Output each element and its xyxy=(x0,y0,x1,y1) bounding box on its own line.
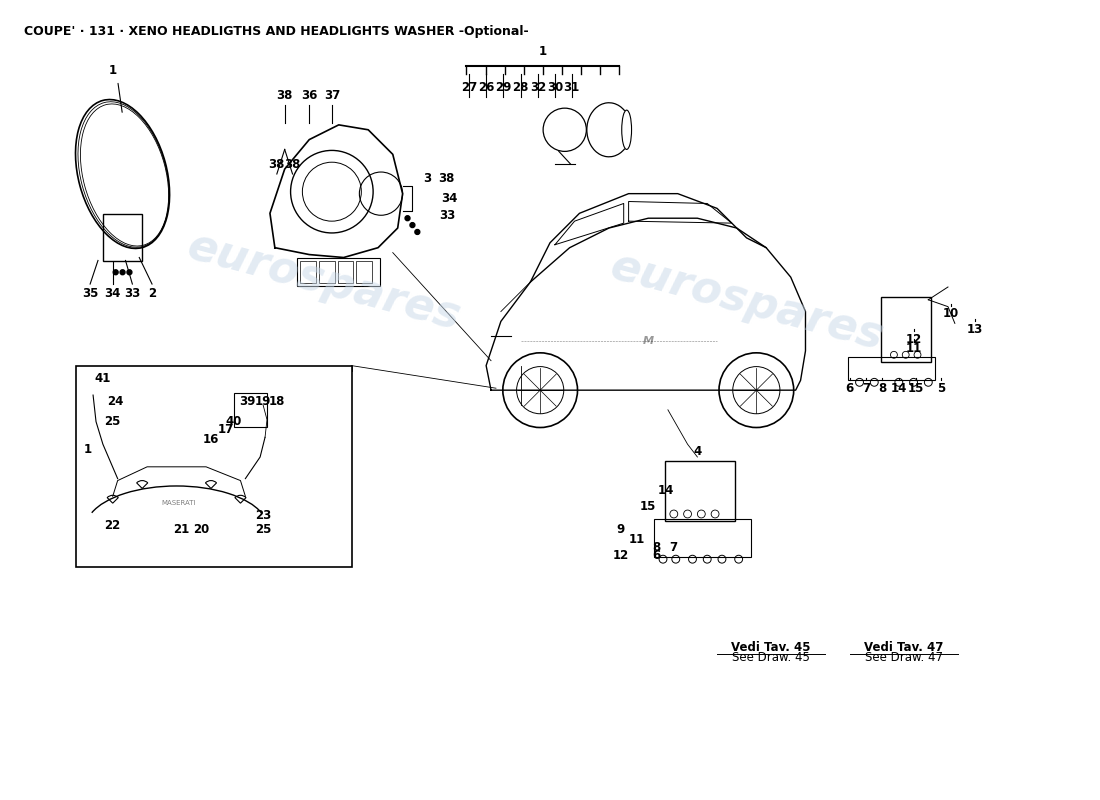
Text: eurospares: eurospares xyxy=(183,225,465,339)
Text: 8: 8 xyxy=(878,382,887,394)
Text: 35: 35 xyxy=(81,287,98,300)
Text: 29: 29 xyxy=(495,81,512,94)
Text: 11: 11 xyxy=(905,342,922,355)
Circle shape xyxy=(405,216,410,221)
Text: 38: 38 xyxy=(439,173,455,186)
Text: 1: 1 xyxy=(84,442,92,456)
Text: Vedi Tav. 45: Vedi Tav. 45 xyxy=(732,641,811,654)
Text: 38: 38 xyxy=(285,158,300,170)
Text: 21: 21 xyxy=(174,523,189,536)
Text: 8: 8 xyxy=(652,541,660,554)
Text: 11: 11 xyxy=(628,533,645,546)
Text: 15: 15 xyxy=(908,382,924,394)
Text: 30: 30 xyxy=(547,81,563,94)
Circle shape xyxy=(415,230,420,234)
Text: 34: 34 xyxy=(441,192,458,205)
Text: 25: 25 xyxy=(255,523,272,536)
Text: 15: 15 xyxy=(640,500,657,513)
Text: MASERATI: MASERATI xyxy=(162,500,196,506)
Text: 14: 14 xyxy=(891,382,908,394)
Text: 5: 5 xyxy=(937,382,945,394)
Text: Vedi Tav. 47: Vedi Tav. 47 xyxy=(865,641,944,654)
Text: 19: 19 xyxy=(255,395,272,409)
Text: 10: 10 xyxy=(943,307,959,320)
Text: 7: 7 xyxy=(862,382,870,394)
Circle shape xyxy=(113,270,118,274)
Text: 7: 7 xyxy=(669,541,676,554)
Circle shape xyxy=(410,222,415,227)
Text: 38: 38 xyxy=(268,158,285,170)
Text: 27: 27 xyxy=(461,81,477,94)
Text: 20: 20 xyxy=(192,523,209,536)
Text: M: M xyxy=(642,336,653,346)
Text: COUPE' · 131 · XENO HEADLIGTHS AND HEADLIGHTS WASHER -Optional-: COUPE' · 131 · XENO HEADLIGTHS AND HEADL… xyxy=(24,25,529,38)
Circle shape xyxy=(120,270,125,274)
Text: 26: 26 xyxy=(477,81,494,94)
Text: eurospares: eurospares xyxy=(605,245,888,359)
Text: 23: 23 xyxy=(255,510,272,522)
Text: 1: 1 xyxy=(539,45,547,58)
Text: 18: 18 xyxy=(268,395,285,409)
Text: 13: 13 xyxy=(967,322,982,336)
Text: 6: 6 xyxy=(652,549,660,562)
Text: 37: 37 xyxy=(323,89,340,102)
Text: 12: 12 xyxy=(905,333,922,346)
Text: 36: 36 xyxy=(301,89,318,102)
Circle shape xyxy=(126,270,132,274)
Text: 38: 38 xyxy=(276,89,293,102)
Text: 4: 4 xyxy=(693,445,702,458)
Text: 24: 24 xyxy=(108,395,124,409)
Text: 9: 9 xyxy=(617,523,625,536)
Text: 17: 17 xyxy=(218,423,234,436)
Text: 6: 6 xyxy=(846,382,854,394)
Text: 14: 14 xyxy=(658,484,674,497)
Text: 32: 32 xyxy=(530,81,547,94)
Text: 41: 41 xyxy=(95,372,111,385)
Text: 34: 34 xyxy=(104,287,121,300)
Text: 12: 12 xyxy=(613,549,629,562)
Text: 3: 3 xyxy=(424,173,431,186)
Text: See Draw. 47: See Draw. 47 xyxy=(865,651,943,664)
Text: See Draw. 45: See Draw. 45 xyxy=(733,651,810,664)
Text: 16: 16 xyxy=(202,433,219,446)
Text: 22: 22 xyxy=(104,519,121,532)
Text: 40: 40 xyxy=(226,415,242,428)
Text: 28: 28 xyxy=(513,81,529,94)
Text: 1: 1 xyxy=(109,64,117,78)
Text: 2: 2 xyxy=(148,287,156,300)
Text: 31: 31 xyxy=(563,81,580,94)
Text: 33: 33 xyxy=(439,209,455,222)
Text: 39: 39 xyxy=(239,395,255,409)
Text: 33: 33 xyxy=(124,287,141,300)
Text: 25: 25 xyxy=(104,415,121,428)
